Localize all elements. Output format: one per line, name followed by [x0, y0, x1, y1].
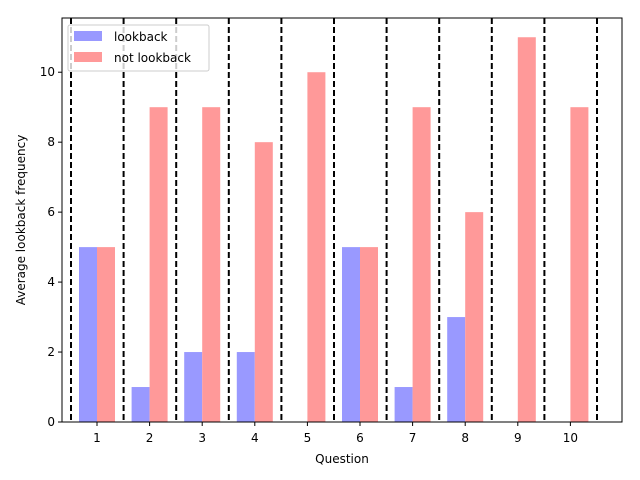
legend-label-lookback: lookback: [114, 30, 168, 44]
x-tick-label: 8: [461, 431, 469, 445]
bar-not-lookback-q10: [570, 107, 589, 423]
x-tick-label: 7: [409, 431, 417, 445]
x-axis-ticks: 1 2 3 4 5 6 7 8 9 10: [93, 422, 578, 445]
y-tick-label: 0: [47, 415, 55, 429]
x-tick-label: 4: [251, 431, 259, 445]
x-tick-label: 6: [356, 431, 364, 445]
legend-swatch-not-lookback: [74, 52, 102, 62]
bar-not-lookback-q2: [149, 107, 168, 423]
bar-not-lookback-q4: [254, 142, 273, 422]
bar-not-lookback-q3: [202, 107, 221, 423]
x-tick-label: 5: [304, 431, 312, 445]
plot-frame: [61, 17, 623, 423]
y-axis-ticks: 0 2 4 6 8 10: [40, 65, 62, 429]
bar-not-lookback-q8: [465, 212, 484, 422]
legend-swatch-lookback: [74, 31, 102, 41]
legend-label-not-lookback: not lookback: [114, 51, 191, 65]
bar-lookback-q6: [342, 247, 360, 422]
separator-lines: [70, 18, 598, 422]
y-tick-label: 2: [47, 345, 55, 359]
x-tick-label: 3: [198, 431, 206, 445]
y-tick-label: 10: [40, 65, 55, 79]
bar-not-lookback-q6: [360, 247, 378, 422]
bar-lookback-q1: [79, 247, 97, 422]
y-tick-label: 4: [47, 275, 55, 289]
y-tick-label: 6: [47, 205, 55, 219]
x-tick-label: 2: [146, 431, 154, 445]
bar-not-lookback-q1: [97, 247, 115, 422]
bar-lookback-q4: [236, 352, 255, 422]
bar-lookback-q2: [131, 387, 150, 422]
y-axis-label: Average lookback frequency: [14, 135, 28, 306]
legend-box: [67, 24, 210, 72]
x-tick-label: 9: [514, 431, 522, 445]
bar-not-lookback-q9: [517, 37, 536, 422]
bar-lookback-q7: [394, 387, 413, 422]
x-tick-label: 10: [563, 431, 578, 445]
x-tick-label: 1: [93, 431, 101, 445]
y-tick-label: 8: [47, 135, 55, 149]
bars-layer: [79, 37, 589, 423]
legend: lookback not lookback: [67, 24, 210, 72]
bar-lookback-q3: [184, 352, 203, 422]
bar-not-lookback-q5: [307, 72, 326, 422]
x-axis-label: Question: [315, 452, 369, 466]
bar-not-lookback-q7: [412, 107, 431, 423]
bar-lookback-q8: [447, 317, 466, 422]
